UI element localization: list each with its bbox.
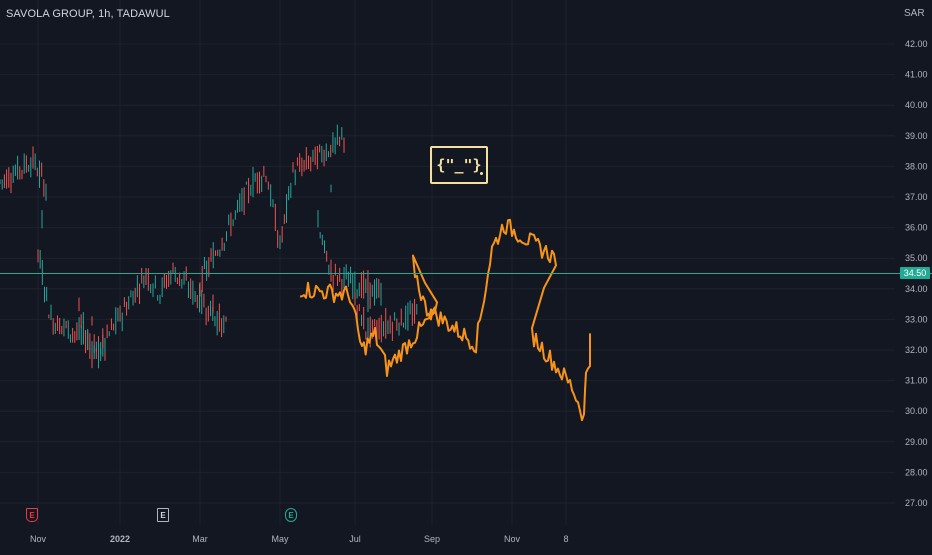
logo-dot [480, 172, 483, 175]
time-tick-label: 8 [563, 534, 568, 544]
time-tick-label: Jul [349, 534, 361, 544]
price-tick-label: 33.00 [905, 314, 928, 324]
price-tick-label: 32.00 [905, 345, 928, 355]
symbol-title[interactable]: SAVOLA GROUP, 1h, TADAWUL [6, 8, 170, 20]
price-tick-label: 41.00 [905, 70, 928, 80]
price-axis-unit[interactable]: SAR [904, 8, 925, 19]
time-axis: Nov 2022 Mar May Jul Sep Nov 8 [30, 534, 569, 544]
time-tick-label: Sep [424, 534, 440, 544]
brand-logo: {"_"} [430, 146, 488, 184]
price-axis: 42.00 41.00 40.00 39.00 38.00 37.00 36.00 35.00… [905, 39, 928, 508]
earnings-icon[interactable]: E [157, 508, 169, 522]
projection-line [299, 218, 591, 422]
price-tick-label: 37.00 [905, 192, 928, 202]
price-tick-label: 31.00 [905, 376, 928, 386]
earnings-icon[interactable]: E [285, 508, 297, 522]
price-tick-label: 30.00 [905, 406, 928, 416]
projection-series [299, 218, 591, 422]
time-tick-label: May [271, 534, 289, 544]
price-tick-label: 34.00 [905, 284, 928, 294]
time-tick-label: 2022 [110, 534, 130, 544]
price-tick-label: 28.00 [905, 467, 928, 477]
candle-series [0, 124, 418, 369]
grid-lines [0, 0, 895, 525]
price-tick-label: 42.00 [905, 39, 928, 49]
time-tick-label: Nov [30, 534, 47, 544]
price-tick-label: 39.00 [905, 131, 928, 141]
time-tick-label: Nov [504, 534, 521, 544]
current-price-label: 34.50 [900, 267, 930, 279]
price-tick-label: 38.00 [905, 161, 928, 171]
price-tick-label: 29.00 [905, 437, 928, 447]
price-tick-label: 27.00 [905, 498, 928, 508]
earnings-icon[interactable]: E [26, 508, 38, 522]
price-tick-label: 35.00 [905, 253, 928, 263]
price-tick-label: 36.00 [905, 223, 928, 233]
time-tick-label: Mar [192, 534, 208, 544]
price-tick-label: 40.00 [905, 100, 928, 110]
